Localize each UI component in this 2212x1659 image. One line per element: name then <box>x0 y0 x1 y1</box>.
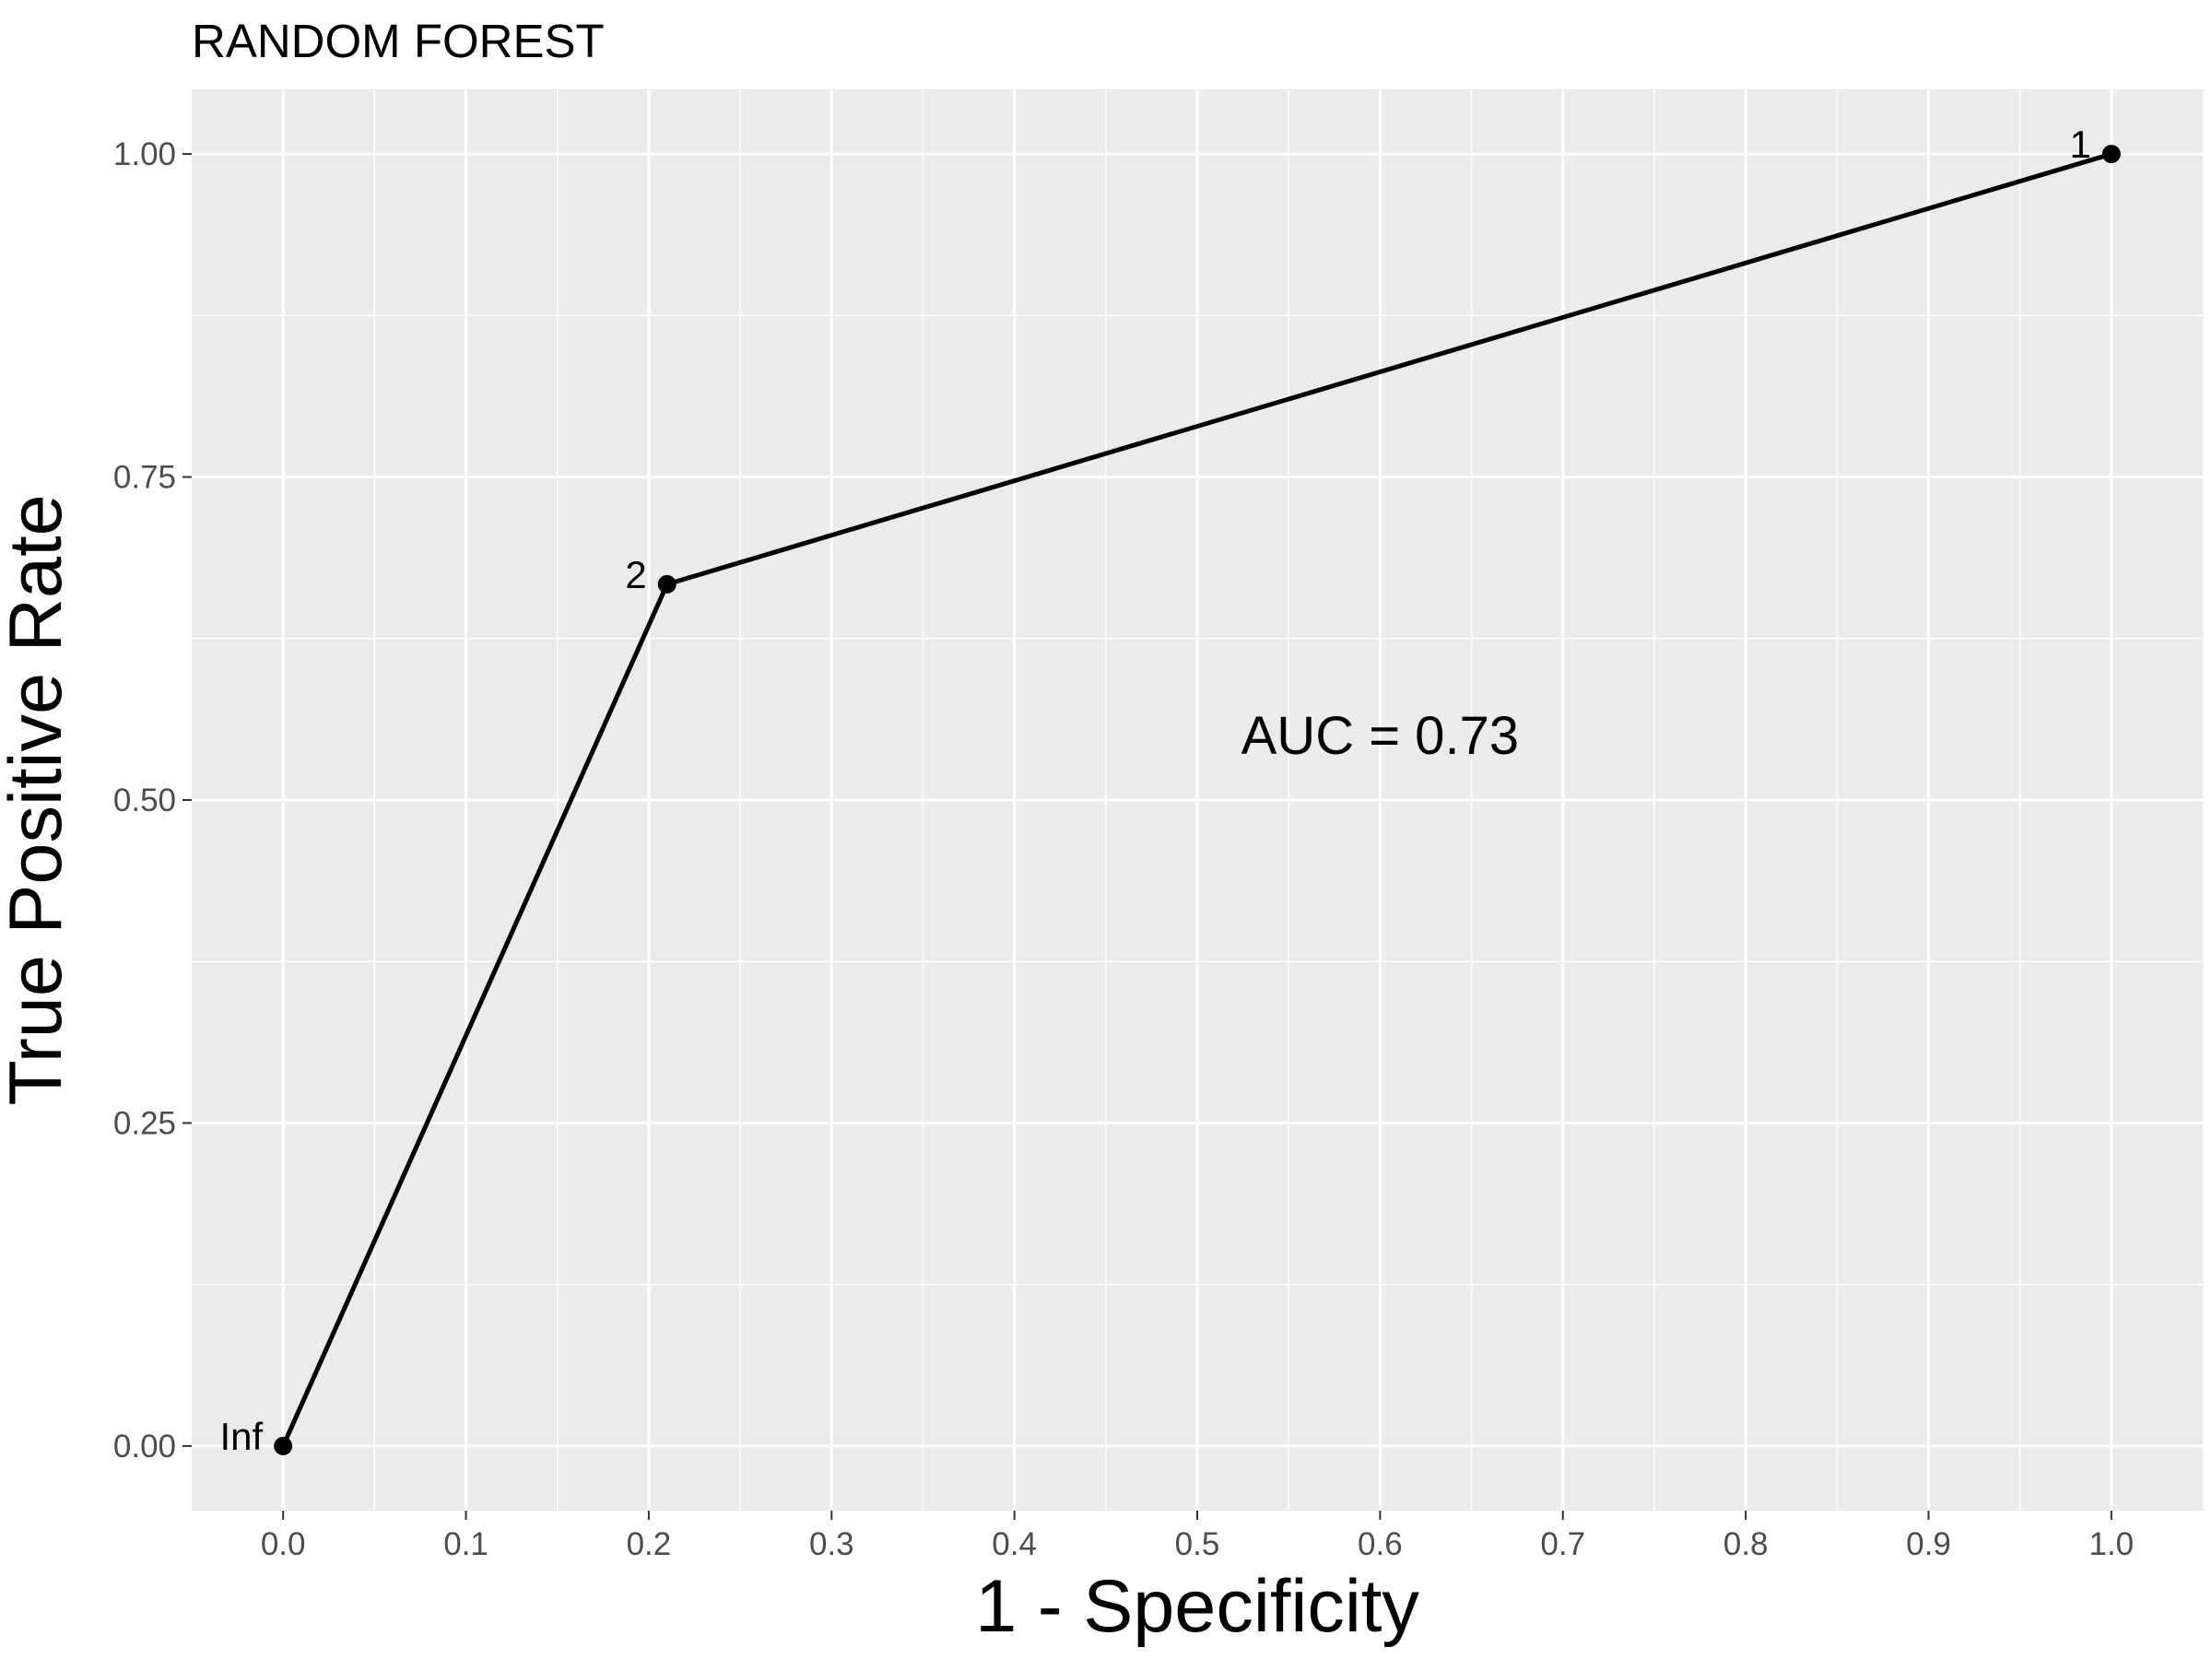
roc-point-labels: Inf 2 1 <box>219 123 2090 1458</box>
x-axis-ticks: 0.0 0.1 0.2 0.3 0.4 0.5 0.6 0.7 0.8 0.9 1.0 <box>261 1511 2134 1562</box>
roc-point-label: 1 <box>2069 123 2090 166</box>
y-axis-title: True Positive Rate <box>0 494 77 1105</box>
x-tick-label: 0.9 <box>1906 1526 1951 1562</box>
auc-annotation: AUC = 0.73 <box>1241 706 1519 766</box>
x-tick-label: 0.4 <box>992 1526 1037 1562</box>
x-tick-label: 0.8 <box>1724 1526 1769 1562</box>
y-tick-label: 0.50 <box>113 782 176 818</box>
roc-point <box>274 1436 293 1455</box>
roc-point-label: Inf <box>219 1415 263 1458</box>
roc-point-label: 2 <box>625 553 646 596</box>
y-tick-label: 0.25 <box>113 1105 176 1141</box>
x-tick-label: 0.6 <box>1358 1526 1403 1562</box>
x-tick-label: 0.0 <box>261 1526 306 1562</box>
roc-point <box>2101 145 2121 164</box>
x-tick-label: 0.3 <box>809 1526 854 1562</box>
grid-major <box>192 89 2203 1511</box>
y-tick-label: 1.00 <box>113 136 176 172</box>
y-tick-label: 0.75 <box>113 460 176 496</box>
chart-title: RANDOM FOREST <box>192 15 605 67</box>
x-tick-label: 0.7 <box>1540 1526 1585 1562</box>
y-tick-label: 0.00 <box>113 1429 176 1465</box>
x-tick-label: 0.1 <box>443 1526 488 1562</box>
x-tick-label: 0.5 <box>1175 1526 1220 1562</box>
x-tick-label: 0.2 <box>627 1526 672 1562</box>
roc-point <box>657 574 677 594</box>
x-axis-title: 1 - Specificity <box>975 1565 1419 1648</box>
x-tick-label: 1.0 <box>2088 1526 2134 1562</box>
roc-points <box>274 145 2121 1455</box>
y-axis-ticks: 0.00 0.25 0.50 0.75 1.00 <box>113 136 192 1465</box>
